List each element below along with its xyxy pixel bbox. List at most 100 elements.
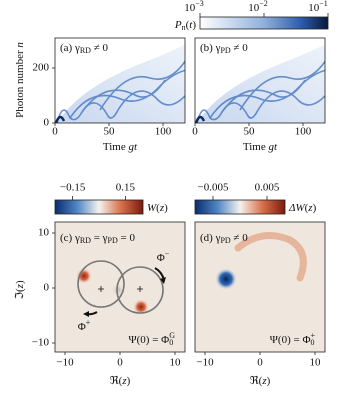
x-tick-label: 10 [170,357,182,369]
arrowhead [83,311,89,317]
text-part: G [169,331,175,340]
heat-ridges [56,60,185,123]
text-part: ( [305,202,309,214]
text-part: PD [220,236,230,245]
text-part: 0 [310,338,314,347]
text-part: ≠ 0 [91,42,109,54]
text-part: Time [243,141,269,153]
text-part: gt [269,141,279,153]
text-part: ( [156,202,160,214]
colorbar-tick-label: 10−2 [248,0,268,14]
text-part: Photon number [14,48,26,118]
colorbar-tick-label: 10−1 [308,0,328,14]
blob [133,299,149,315]
colorbar-tick-label: 0.005 [255,182,280,194]
text-part: + [86,318,91,327]
colorbar-tick-label: −0.15 [60,182,86,194]
text-part: ) [164,202,168,214]
text-part: (b) γ [200,42,221,54]
x-tick-label: 0 [52,126,58,138]
center-mark [98,286,143,292]
blob [76,268,92,284]
colorbar-tick-label: 0.15 [116,182,136,194]
colorbar-tick-label: −0.005 [198,182,229,194]
y-axis-label: ℑ(z) [14,280,26,300]
text-part: z [14,283,26,289]
x-tick-label: 50 [244,126,256,138]
text-part: Φ [157,252,165,264]
panel-frame [54,37,186,124]
text-part: Ψ(0) = Φ [270,334,311,346]
y-tick-label: 10 [38,227,50,239]
panel-label: (a) γRD ≠ 0 [60,42,108,55]
text-part: t [189,19,193,31]
text-part: ℑ( [14,288,26,300]
text-part: Φ [78,321,86,333]
colorbar-label: ΔW(z) [288,202,317,214]
heat-ridge [55,115,66,123]
x-tick-label: 0 [192,126,198,138]
text-part: (c) γ [60,232,80,244]
x-axis-label: ℜ(z) [250,375,271,387]
text-part: z [121,375,127,387]
blob [215,268,237,290]
state-label: Ψ(0) = Φ0G [129,331,176,347]
heatmap [196,44,326,123]
text-part: ℜ( [110,375,123,387]
y-tick-label: 0 [44,117,50,129]
x-tick-label: 50 [104,126,116,138]
text-part: ) [267,375,271,387]
annotation: Φ− [157,249,170,264]
colorbar-label: W(z) [147,202,168,214]
text-part: Time [103,141,129,153]
text-part: −1 [319,0,328,8]
text-part: ΔW [288,202,305,214]
annotation: Φ+ [78,318,91,333]
text-part: + [310,331,315,340]
x-tick-label: 0 [117,357,123,369]
x-tick-label: −10 [196,357,214,369]
text-part: − [165,249,170,258]
x-tick-label: 10 [310,357,322,369]
text-part: PD [108,236,118,245]
text-part: ) [127,375,131,387]
text-part: z [261,375,267,387]
state-label: Ψ(0) = Φ0+ [270,331,316,347]
text-part: W [147,202,157,214]
text-part: PD [220,46,230,55]
text-part: 10 [184,2,196,14]
text-part: P [174,19,182,31]
text-part: ℜ( [250,375,263,387]
panel-background [195,222,325,352]
heatmap [55,44,185,123]
text-part: 0 [169,338,173,347]
text-part: z [307,202,313,214]
text-part: ) [14,280,26,284]
text-part: n [14,42,26,48]
arrowhead [160,277,166,284]
circle [116,266,164,314]
x-tick-label: 100 [155,126,172,138]
text-part: ≠ 0 [231,232,249,244]
text-part: (a) γ [60,42,80,54]
text-part: z [159,202,165,214]
x-axis-label: ℜ(z) [110,375,131,387]
arc [234,232,307,282]
text-part: n [182,23,186,32]
text-part: 10 [248,2,260,14]
y-axis-label: Photon number n [14,42,26,118]
x-tick-label: 100 [295,126,312,138]
text-part: Ψ(0) = Φ [129,334,170,346]
text-part: = γ [91,232,108,244]
x-axis-label: Time gt [103,141,138,153]
x-tick-label: −10 [56,357,74,369]
colorbar [194,199,286,215]
text-part: RD [80,46,91,55]
text-part: = 0 [118,232,136,244]
text-part: ) [313,202,317,214]
panel-label: (c) γRD = γPD = 0 [60,232,135,245]
text-part: 10 [308,2,320,14]
colorbar [54,199,144,215]
panel-label: (b) γPD ≠ 0 [200,42,248,55]
